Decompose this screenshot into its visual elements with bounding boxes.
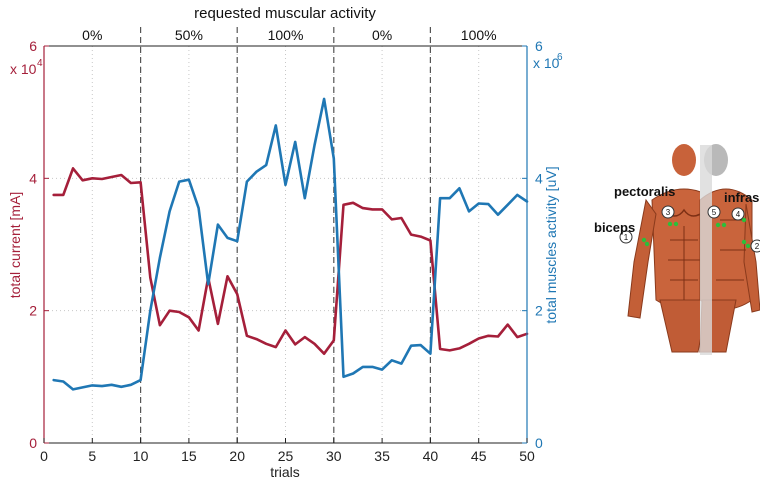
- svg-text:2: 2: [755, 242, 760, 251]
- electrode-markers: [641, 217, 751, 249]
- label-infrasp: infrasp: [724, 190, 760, 205]
- phase-label: 100%: [461, 27, 497, 43]
- left-multiplier: x 10 4: [10, 58, 43, 77]
- right-multiplier: x 10 6: [533, 52, 563, 71]
- x-tick-label: 5: [88, 448, 96, 464]
- svg-text:4: 4: [736, 210, 741, 219]
- back-body-figure: [699, 144, 760, 355]
- x-tick-label: 10: [133, 448, 149, 464]
- y-right-tick-label: 0: [535, 435, 543, 451]
- svg-text:5: 5: [712, 208, 717, 217]
- x-tick-label: 15: [181, 448, 197, 464]
- x-tick-label: 35: [374, 448, 390, 464]
- right-multiplier-base: x 10: [533, 55, 560, 71]
- callout-1: 1: [619, 230, 633, 244]
- x-axis-label: trials: [270, 464, 300, 480]
- chart-title: requested muscular activity: [194, 5, 376, 22]
- x-tick-label: 25: [278, 448, 294, 464]
- phase-labels: 0% 50% 100% 0% 100%: [82, 27, 496, 43]
- phase-label: 100%: [268, 27, 304, 43]
- callout-2: 2: [750, 239, 760, 253]
- y-left-tick-label: 4: [29, 170, 37, 186]
- y-left-tick-label: 0: [29, 435, 37, 451]
- phase-label: 50%: [175, 27, 203, 43]
- svg-text:3: 3: [666, 208, 671, 217]
- grid: [44, 46, 527, 443]
- series-muscle-activity-line: [52, 97, 529, 391]
- y-left-tick-label: 6: [29, 38, 37, 54]
- series-layer: [52, 97, 529, 391]
- x-tick-label: 20: [229, 448, 245, 464]
- phase-boundaries: [140, 27, 431, 443]
- y-left-axis-label: total current [mA]: [7, 192, 23, 299]
- label-pectoralis: pectoralis: [614, 184, 675, 199]
- phase-label: 0%: [372, 27, 392, 43]
- label-biceps: biceps: [594, 220, 635, 235]
- x-tick-label: 50: [519, 448, 535, 464]
- x-tick-label: 30: [326, 448, 342, 464]
- y-right-axis-label: total muscles activity [uV]: [543, 166, 559, 323]
- y-right-tick-label: 2: [535, 303, 543, 319]
- phase-label: 0%: [82, 27, 102, 43]
- svg-text:1: 1: [624, 233, 629, 242]
- y-right-tick-label: 4: [535, 170, 543, 186]
- callout-4: 4: [731, 207, 745, 221]
- left-multiplier-base: x 10: [10, 61, 37, 77]
- series-total-current-line: [52, 167, 529, 356]
- callout-5: 5: [707, 205, 721, 219]
- callout-3: 3: [661, 205, 675, 219]
- y-left-tick-label: 2: [29, 303, 37, 319]
- right-multiplier-exponent: 6: [557, 52, 563, 63]
- x-tick-label: 45: [471, 448, 487, 464]
- y-right-tick-label: 6: [535, 38, 543, 54]
- x-tick-label: 0: [40, 448, 48, 464]
- x-tick-label: 40: [423, 448, 439, 464]
- left-multiplier-exponent: 4: [37, 58, 43, 69]
- anatomy-illustration: 1 2 3 4 5 pectoralis infrasp biceps: [594, 144, 760, 355]
